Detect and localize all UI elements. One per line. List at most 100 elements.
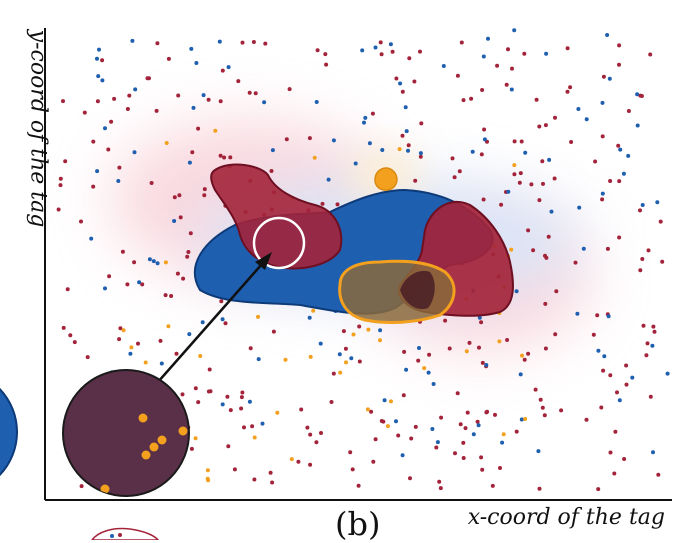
red-point — [485, 409, 490, 414]
blue-point — [547, 157, 552, 162]
red-point — [58, 183, 63, 188]
red-point — [284, 137, 289, 142]
blue-point — [133, 87, 138, 92]
red-point — [419, 121, 424, 126]
red-point — [396, 433, 401, 438]
red-point — [202, 193, 207, 198]
blue-point — [367, 141, 372, 146]
red-point — [533, 387, 538, 392]
blue-point — [584, 117, 589, 122]
lens-point — [100, 484, 110, 494]
red-point — [413, 178, 418, 183]
red-point — [463, 426, 468, 431]
red-point — [552, 176, 557, 181]
red-point — [641, 323, 646, 328]
left-blue-disc — [0, 387, 18, 477]
blue-point — [606, 314, 611, 319]
orange-point — [213, 128, 218, 133]
red-point — [95, 99, 100, 104]
blue-point — [403, 105, 408, 110]
blue-point — [486, 36, 490, 41]
lens-point — [149, 442, 159, 452]
red-point — [506, 47, 510, 52]
orange-point — [252, 435, 257, 440]
blue-point — [314, 100, 319, 104]
lens-point — [141, 450, 151, 460]
blue-point — [256, 357, 261, 362]
red-point — [490, 483, 495, 488]
x-axis-label: x-coord of the tag — [467, 505, 665, 530]
red-point — [544, 255, 549, 260]
arrow-head — [255, 252, 272, 270]
blue-point — [189, 46, 194, 51]
red-point — [455, 73, 460, 78]
red-point — [239, 395, 244, 400]
panel-label: (b) — [335, 505, 381, 543]
blue-point — [518, 372, 523, 377]
orange-point — [205, 468, 210, 473]
red-point — [526, 351, 531, 356]
red-point — [450, 156, 455, 161]
blue-point — [151, 259, 156, 264]
red-point — [591, 332, 596, 337]
red-point — [412, 79, 417, 84]
red-point — [537, 124, 542, 129]
orange-point — [464, 349, 469, 354]
red-point — [624, 382, 629, 387]
red-point — [263, 41, 268, 46]
orange-point — [378, 338, 382, 343]
blue-point — [431, 382, 436, 386]
blue-point — [187, 160, 192, 165]
red-point — [526, 228, 531, 233]
blue-point — [270, 148, 275, 153]
red-point — [172, 195, 177, 200]
red-point — [125, 107, 130, 111]
red-point — [418, 154, 423, 159]
blue-point — [137, 280, 142, 285]
red-point — [648, 394, 653, 399]
red-point — [112, 96, 117, 101]
red-point — [660, 259, 665, 264]
red-point — [658, 219, 663, 224]
red-point — [356, 483, 361, 488]
blue-point — [388, 42, 393, 47]
red-point — [608, 179, 613, 183]
red-point — [565, 46, 570, 51]
blue-point — [103, 286, 107, 291]
red-point — [247, 90, 252, 95]
blue-point — [605, 33, 610, 37]
red-point — [252, 477, 257, 482]
red-point — [343, 346, 348, 351]
blue-point — [575, 311, 580, 316]
red-point — [596, 487, 601, 492]
red-point — [479, 455, 484, 460]
red-point — [106, 147, 111, 152]
red-point — [652, 329, 657, 334]
red-point — [461, 456, 466, 460]
red-point — [145, 76, 150, 81]
red-point — [565, 89, 570, 94]
red-point — [379, 52, 384, 57]
blue-point — [512, 28, 517, 33]
red-point — [72, 340, 77, 345]
orange-point — [312, 155, 317, 160]
red-point — [269, 169, 274, 173]
red-point — [537, 198, 542, 203]
red-point — [68, 333, 73, 338]
orange-point — [523, 417, 528, 421]
red-point — [223, 321, 228, 326]
red-point — [56, 207, 61, 212]
red-point — [477, 345, 481, 350]
blue-point — [353, 161, 358, 166]
orange-point — [289, 457, 294, 462]
orange-point — [166, 324, 171, 329]
red-point — [220, 68, 225, 73]
red-point — [512, 139, 517, 144]
blue-point — [95, 169, 100, 174]
blue-point — [194, 61, 199, 65]
zoom-callout — [157, 216, 306, 383]
red-point — [646, 248, 651, 253]
red-point — [514, 429, 519, 434]
blue-point — [650, 343, 655, 348]
red-point — [323, 52, 328, 57]
